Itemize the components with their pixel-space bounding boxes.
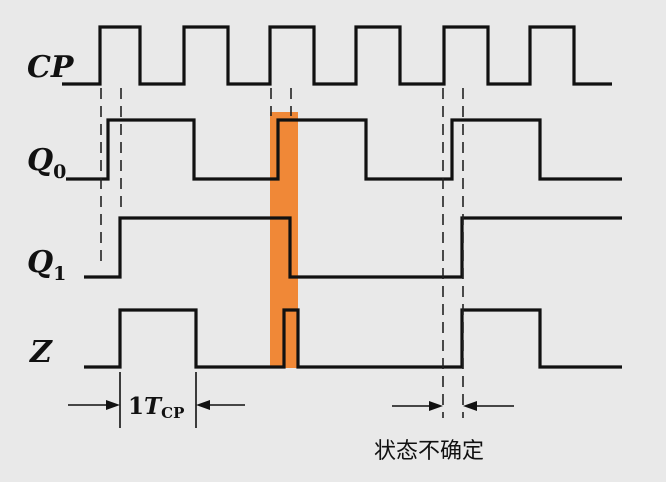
- q0-waveform: [66, 118, 622, 181]
- cp-label: CP: [27, 50, 75, 85]
- uncertain-state-label: 状态不确定: [374, 439, 484, 464]
- q1-label: Q1: [27, 245, 66, 285]
- z-label: Z: [29, 335, 53, 370]
- period-label: 1TCP: [128, 393, 184, 422]
- period-dimension: 1TCP: [68, 372, 245, 428]
- uncertain-dimension: 状态不确定: [374, 401, 514, 464]
- q1-waveform: [84, 216, 622, 279]
- z-waveform: [84, 308, 622, 369]
- q0-label: Q0: [27, 143, 66, 183]
- cp-waveform: [62, 25, 612, 86]
